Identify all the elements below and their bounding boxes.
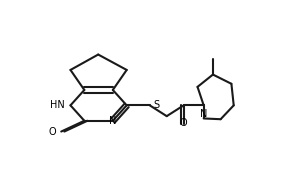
Text: N: N [109, 116, 117, 126]
Text: O: O [180, 118, 187, 128]
Text: S: S [154, 100, 160, 110]
Text: O: O [49, 127, 56, 137]
Text: N: N [200, 109, 207, 119]
Text: HN: HN [49, 100, 64, 110]
